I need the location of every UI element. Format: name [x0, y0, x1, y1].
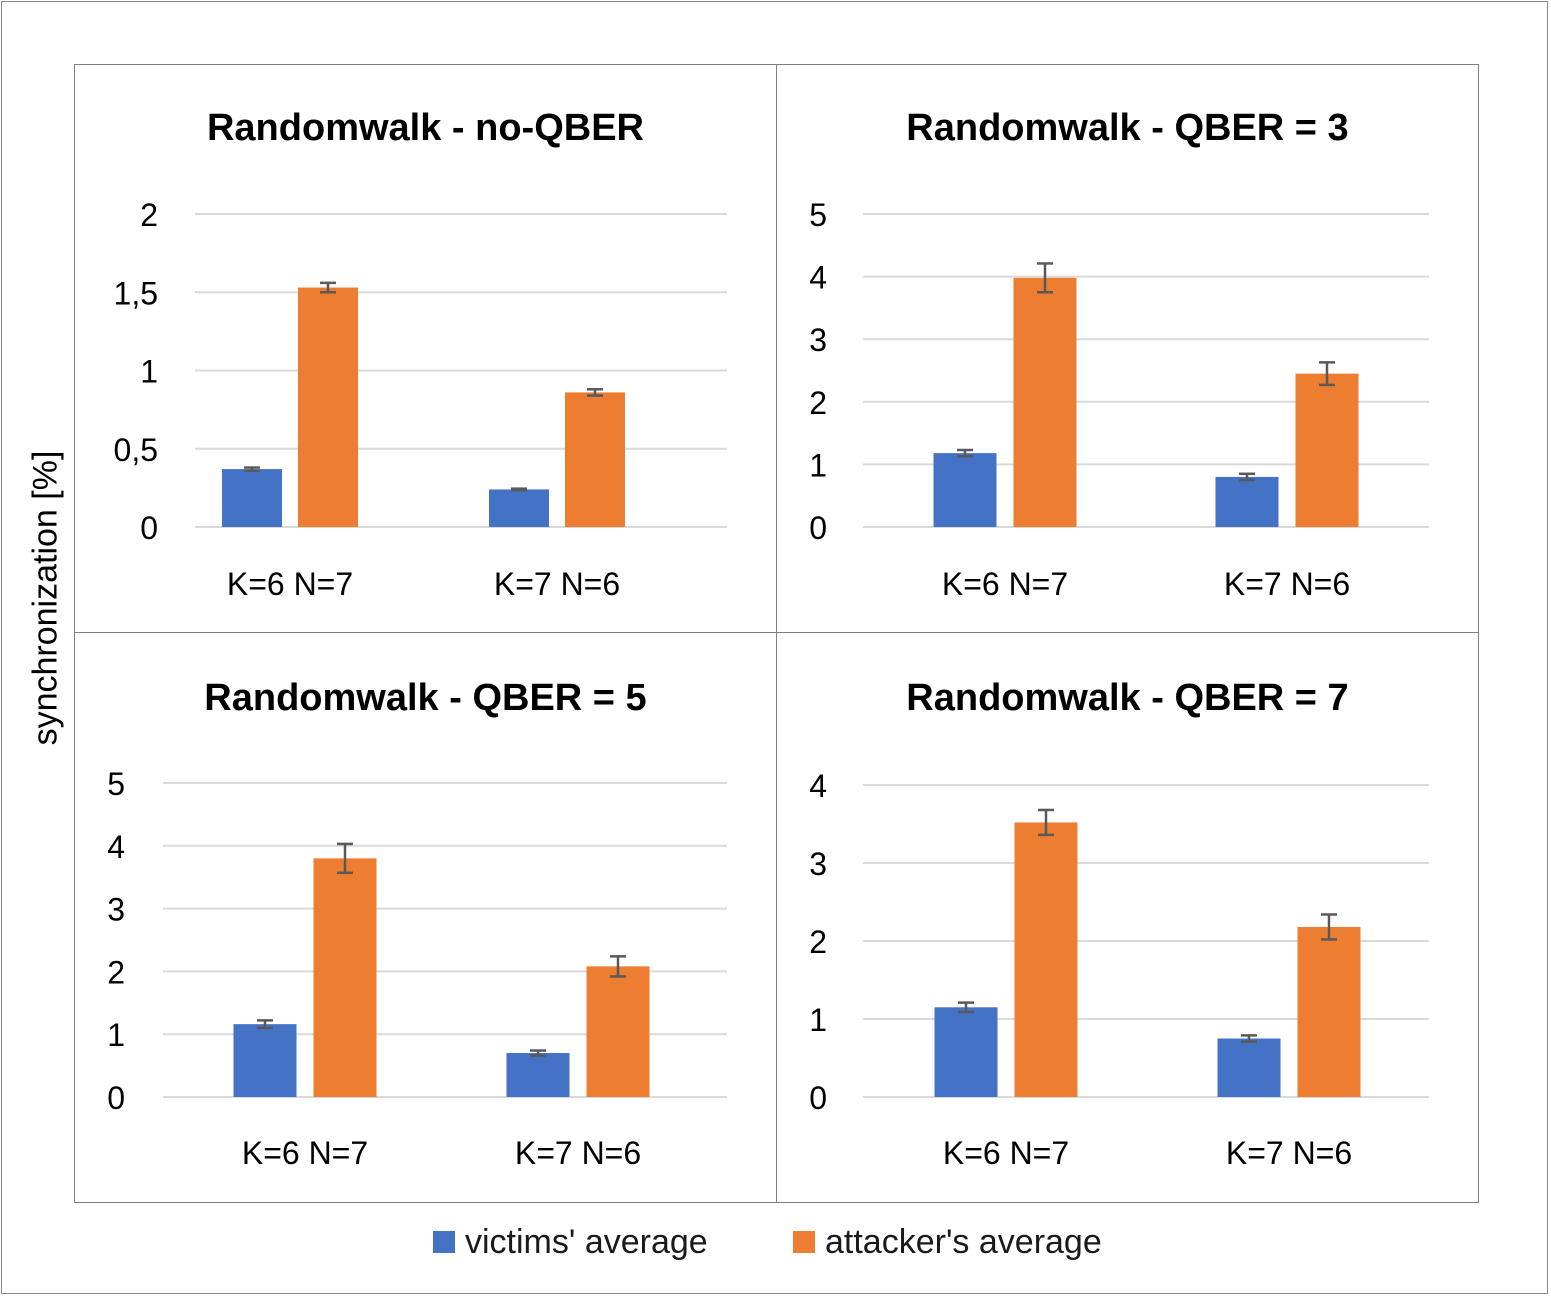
x-category-label: K=7 N=6 [494, 566, 620, 602]
y-tick-label: 4 [107, 829, 125, 865]
chart-plot: 0 1 2 3 4 K=6 N=7 K=7 N=6 [809, 768, 1429, 1171]
x-category-label: K=7 N=6 [1224, 566, 1350, 602]
bar-attacker [298, 287, 358, 527]
chart-panel-no-qber: Randomwalk - no-QBER 0 0,5 1 1,5 2 K=6 N=7 K=7… [74, 64, 777, 634]
y-tick-label: 1,5 [114, 275, 158, 311]
y-tick-label: 0 [107, 1080, 125, 1116]
y-tick-label: 1 [809, 1002, 827, 1038]
chart-panel-qber-7: Randomwalk - QBER = 7 0 1 2 3 4 K=6 N=7 K=7 N=… [776, 632, 1479, 1203]
x-category-label: K=6 N=7 [943, 1135, 1069, 1171]
legend-item-attacker: attacker's average [793, 1218, 1102, 1266]
x-category-label: K=7 N=6 [515, 1135, 641, 1171]
y-tick-label: 3 [809, 846, 827, 882]
chart-title: Randomwalk - QBER = 5 [204, 677, 647, 719]
y-tick-label: 2 [140, 197, 158, 233]
legend: victims' average attacker's average [0, 1218, 1551, 1266]
bar-attacker [1295, 373, 1359, 527]
x-category-label: K=6 N=7 [227, 566, 353, 602]
legend-swatch-attacker [793, 1231, 815, 1253]
bar-victims [222, 469, 282, 527]
bar-attacker [1014, 822, 1078, 1097]
legend-item-victims: victims' average [433, 1218, 708, 1266]
x-category-label: K=6 N=7 [942, 566, 1068, 602]
bar-victims [1217, 1038, 1281, 1097]
bar-victims [934, 1007, 998, 1097]
chart-plot: 0 1 2 3 4 5 K=6 N=7 K=7 N=6 [809, 197, 1429, 602]
chart-title: Randomwalk - QBER = 3 [906, 107, 1349, 149]
bar-victims [933, 453, 997, 527]
chart-title: Randomwalk - QBER = 7 [906, 677, 1349, 719]
chart-plot: 0 0,5 1 1,5 2 K=6 N=7 K=7 N=6 [114, 197, 727, 602]
y-tick-label: 4 [809, 768, 827, 804]
y-tick-label: 1 [107, 1017, 125, 1053]
y-tick-label: 2 [809, 924, 827, 960]
x-category-label: K=7 N=6 [1226, 1135, 1352, 1171]
y-tick-label: 3 [809, 322, 827, 358]
chart-title: Randomwalk - no-QBER [206, 107, 645, 149]
y-tick-label: 0 [140, 510, 158, 546]
bar-attacker [313, 858, 377, 1097]
y-tick-label: 0 [809, 510, 827, 546]
y-tick-label: 2 [107, 954, 125, 990]
y-tick-label: 1 [809, 447, 827, 483]
legend-swatch-victims [433, 1231, 455, 1253]
x-category-label: K=6 N=7 [242, 1135, 368, 1171]
bar-attacker [1013, 277, 1077, 527]
y-tick-label: 5 [107, 766, 125, 802]
bar-attacker [565, 392, 625, 527]
y-tick-label: 2 [809, 385, 827, 421]
y-tick-label: 0,5 [114, 432, 158, 468]
bar-victims [506, 1053, 570, 1097]
chart-panel-qber-3: Randomwalk - QBER = 3 0 1 2 3 4 5 K=6 N=7 K=7 N… [776, 64, 1479, 634]
bar-attacker [586, 966, 650, 1097]
y-tick-label: 4 [809, 260, 827, 296]
legend-label-attacker: attacker's average [825, 1222, 1102, 1261]
bar-attacker [1297, 926, 1361, 1097]
y-tick-label: 0 [809, 1080, 827, 1116]
bar-victims [1215, 476, 1279, 527]
y-tick-label: 3 [107, 892, 125, 928]
chart-panel-qber-5: Randomwalk - QBER = 5 0 1 2 3 4 5 K=6 N=7 K=7 N… [74, 632, 777, 1203]
bar-victims [489, 489, 549, 527]
y-axis-label: synchronization [%] [26, 450, 65, 746]
bar-victims [233, 1024, 297, 1097]
legend-label-victims: victims' average [465, 1222, 708, 1261]
y-tick-label: 1 [140, 354, 158, 390]
y-tick-label: 5 [809, 197, 827, 233]
chart-plot: 0 1 2 3 4 5 K=6 N=7 K=7 N=6 [107, 766, 727, 1171]
